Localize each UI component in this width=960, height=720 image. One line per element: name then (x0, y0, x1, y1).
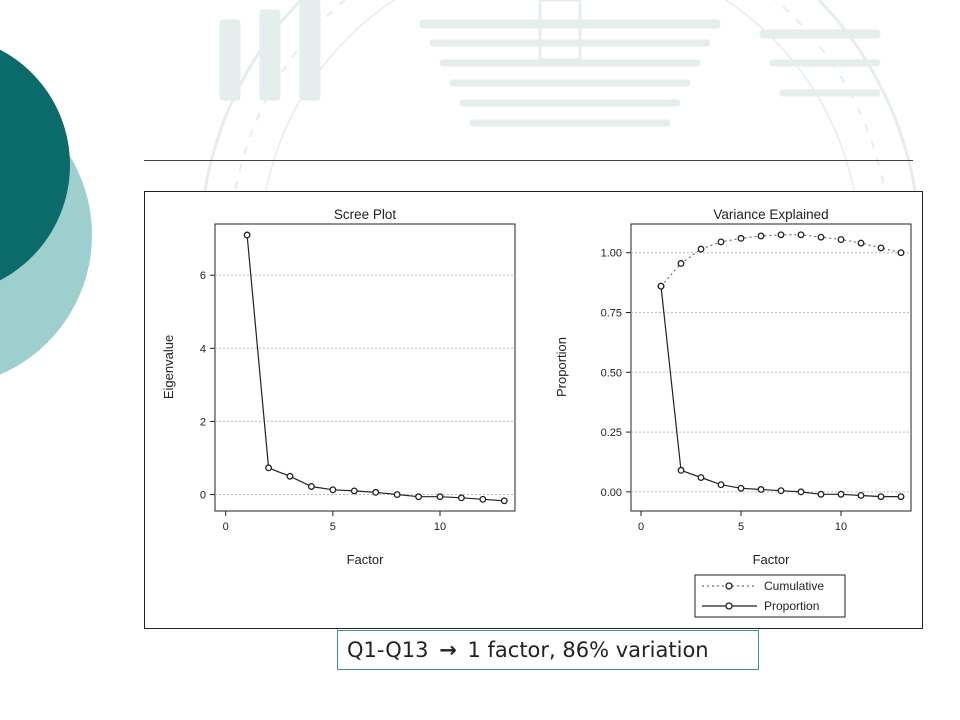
variance-ytick-label: 1.00 (601, 248, 622, 260)
scree-xtick-label: 5 (330, 521, 336, 533)
scree-xtick-label: 10 (434, 521, 446, 533)
variance-plot-area (630, 223, 912, 512)
dark-teal-circle (0, 49, 70, 281)
scree-plot-xlabel: Factor (347, 552, 385, 567)
variance-point-cumulative (797, 231, 805, 239)
variance-point-proportion (897, 493, 905, 501)
variance-line-cumulative (660, 234, 902, 287)
variance-point-proportion (677, 466, 685, 474)
figure-frame (144, 191, 923, 629)
variance-point-proportion (657, 282, 665, 290)
variance-point-proportion (757, 486, 765, 493)
scree-point-series (350, 487, 358, 495)
horizontal-rule (144, 160, 913, 161)
factor-analysis-charts: Scree Plot Factor Eigenvalue 0 2 4 6 0 5 10 V… (161, 207, 912, 618)
variance-point-cumulative (777, 231, 785, 239)
variance-point-cumulative (717, 238, 725, 246)
variance-plot-ylabel: Proportion (554, 337, 569, 397)
caption-result: 1 factor, 86% variation (467, 638, 709, 662)
scree-grid (215, 274, 515, 496)
variance-point-cumulative (817, 233, 825, 241)
variance-xtick-label: 0 (638, 521, 644, 533)
variance-ytick-label: 0.75 (601, 307, 622, 319)
scree-point-series (479, 495, 487, 503)
variance-y-ticks: 0.00 0.25 0.50 0.75 1.00 (601, 248, 631, 499)
scree-ytick-label: 6 (200, 270, 206, 282)
arrow-icon: → (439, 638, 457, 662)
scree-ytick-label: 2 (200, 416, 206, 428)
variance-point-proportion (717, 481, 725, 489)
legend-label-cumulative: Cumulative (764, 579, 824, 593)
legend-marker-proportion (725, 602, 733, 610)
variance-ytick-label: 0.25 (601, 427, 622, 439)
scree-ytick-label: 4 (200, 343, 206, 355)
scree-point-series (329, 486, 337, 494)
variance-plot-xlabel: Factor (753, 552, 791, 567)
scree-point-series (415, 493, 423, 501)
scree-plot-area (214, 223, 516, 512)
scree-ytick-label: 0 (200, 490, 206, 502)
variance-plot-title: Variance Explained (713, 207, 828, 222)
scree-point-series (393, 491, 401, 498)
variance-xtick-label: 5 (738, 521, 744, 533)
scree-point-series (307, 483, 315, 490)
variance-point-cumulative (837, 236, 845, 243)
variance-plot-panel: Variance Explained Factor Proportion 0.0… (554, 207, 912, 618)
scree-y-ticks: 0 2 4 6 (200, 270, 215, 502)
variance-ytick-label: 0.00 (601, 487, 622, 499)
decorative-circles (0, 49, 92, 375)
caption-box: Q1-Q13 → 1 factor, 86% variation (337, 630, 759, 670)
variance-point-cumulative (857, 239, 865, 247)
variance-point-proportion (877, 493, 885, 501)
variance-legend: Cumulative Proportion (694, 574, 846, 618)
variance-point-proportion (857, 492, 865, 499)
variance-point-cumulative (757, 232, 765, 240)
variance-point-proportion (737, 484, 745, 492)
legend-item-proportion: Proportion (702, 599, 819, 613)
scree-x-ticks: 0 5 10 (223, 511, 446, 533)
variance-point-proportion (777, 487, 785, 495)
scree-point-series (265, 464, 273, 472)
variance-series (657, 231, 905, 501)
variance-point-proportion (837, 490, 845, 498)
variance-point-cumulative (897, 249, 905, 257)
variance-point-proportion (817, 490, 825, 498)
legend-box (694, 574, 846, 618)
variance-point-proportion (697, 474, 705, 481)
scree-point-series (286, 472, 294, 480)
variance-point-cumulative (737, 234, 745, 242)
scree-point-series (243, 231, 251, 239)
scree-point-series (436, 493, 444, 501)
variance-line-proportion (660, 286, 901, 498)
variance-point-cumulative (697, 245, 705, 253)
caption-items: Q1-Q13 (347, 638, 429, 662)
legend-label-proportion: Proportion (764, 599, 819, 613)
legend-marker-cumulative (725, 582, 733, 590)
variance-grid (631, 252, 911, 493)
scree-xtick-label: 0 (223, 521, 229, 533)
variance-x-ticks: 0 5 10 (638, 511, 847, 533)
variance-ytick-label: 0.50 (601, 367, 622, 379)
variance-xtick-label: 10 (835, 521, 847, 533)
scree-point-series (457, 494, 465, 502)
variance-point-cumulative (877, 244, 885, 252)
scree-plot-panel: Scree Plot Factor Eigenvalue 0 2 4 6 0 5 10 (161, 207, 516, 567)
legend-item-cumulative: Cumulative (702, 579, 824, 593)
variance-point-cumulative (677, 260, 685, 267)
scree-series (243, 231, 508, 505)
scree-point-series (372, 488, 380, 496)
variance-point-proportion (797, 488, 805, 496)
scree-plot-title: Scree Plot (334, 207, 397, 222)
scree-point-series (500, 497, 508, 505)
scree-plot-ylabel: Eigenvalue (161, 335, 176, 399)
